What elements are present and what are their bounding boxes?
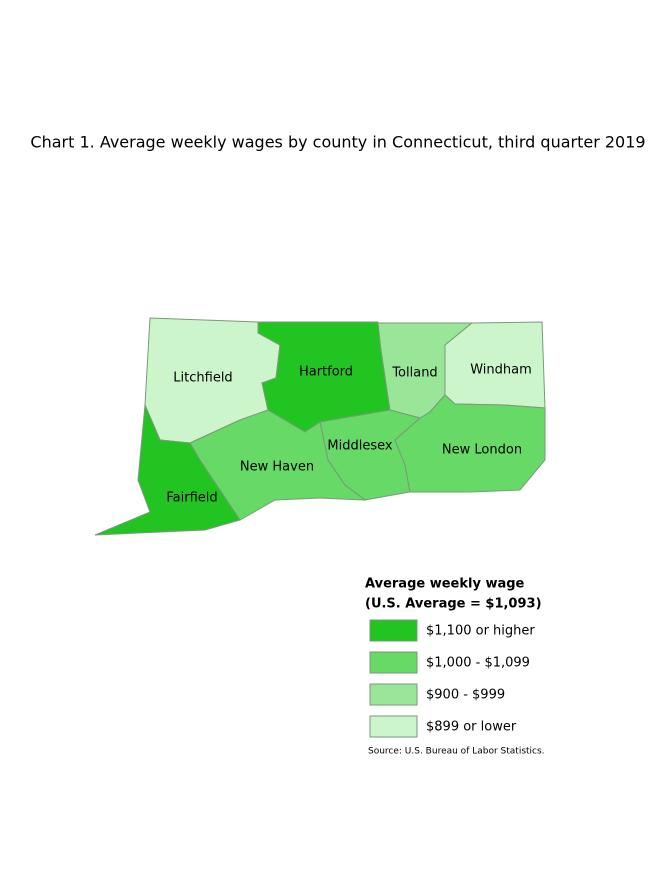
county-label: Hartford <box>299 365 353 380</box>
legend-label: $900 - $999 <box>426 688 505 703</box>
county-label: New Haven <box>240 460 314 475</box>
source: Source: U.S. Bureau of Labor Statistics. <box>368 747 545 757</box>
county-label: Tolland <box>391 366 437 381</box>
legend-swatch <box>369 619 418 642</box>
county-label: Middlesex <box>327 439 392 454</box>
county-label: Fairfield <box>166 491 217 506</box>
county-label: Litchfield <box>173 371 232 386</box>
legend-label: $1,100 or higher <box>426 624 535 639</box>
legend-title: (U.S. Average = $1,093) <box>365 597 542 612</box>
legend-swatch <box>369 651 418 674</box>
legend-swatch <box>369 715 418 738</box>
county-label: New London <box>442 443 522 458</box>
legend: Average weekly wage (U.S. Average = $1,0… <box>365 577 542 738</box>
county-label: Windham <box>470 363 532 378</box>
legend-swatch <box>369 683 418 706</box>
county-shape <box>94 404 241 536</box>
map: Litchfield Hartford Tolland Windham Midd… <box>94 317 546 536</box>
title: Chart 1. Average weekly wages by county … <box>30 133 645 152</box>
legend-label: $1,000 - $1,099 <box>426 656 530 671</box>
legend-title: Average weekly wage <box>365 577 525 592</box>
legend-label: $899 or lower <box>426 720 517 735</box>
county-shape <box>394 394 546 493</box>
